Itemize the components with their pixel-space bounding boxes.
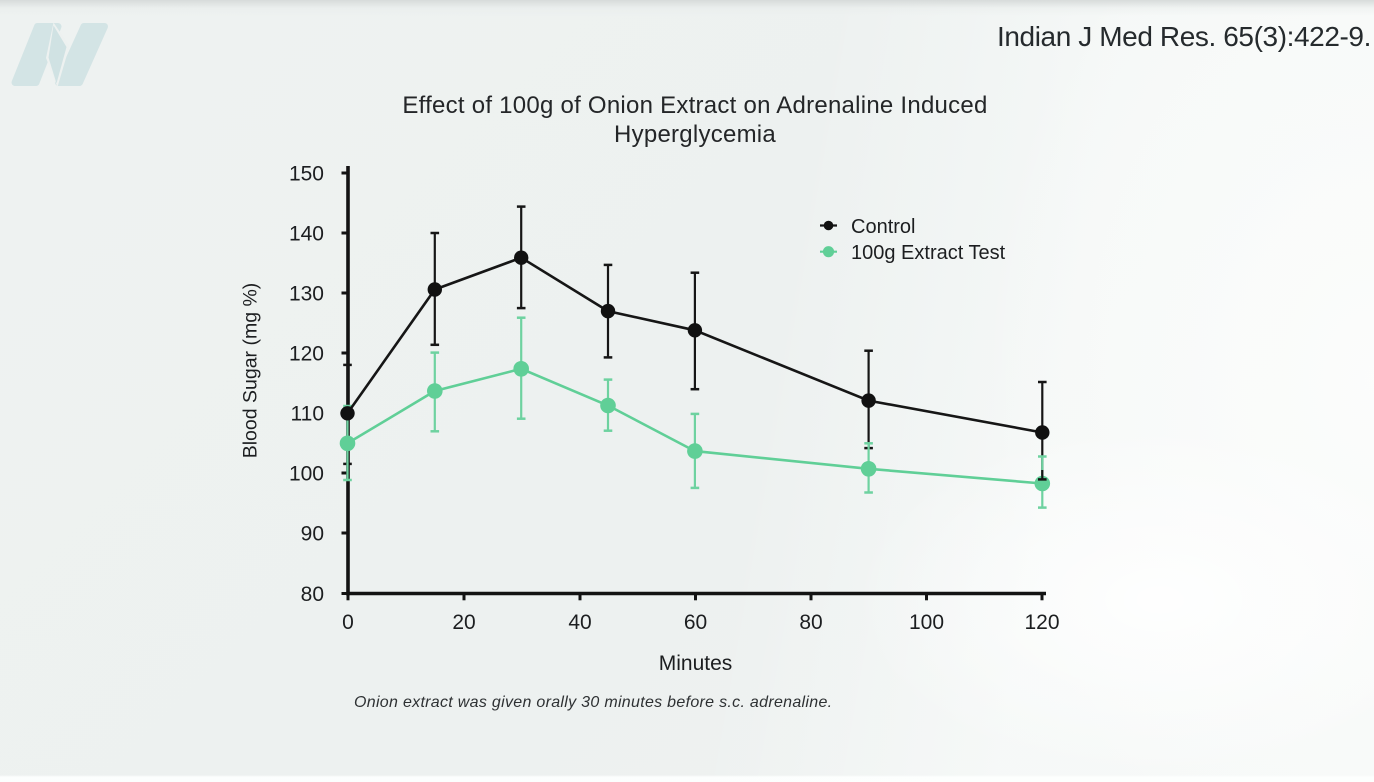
svg-text:80: 80 [799, 611, 822, 634]
svg-text:110: 110 [291, 403, 324, 426]
svg-text:Control: Control [851, 216, 915, 238]
svg-text:150: 150 [289, 163, 324, 186]
svg-text:130: 130 [289, 283, 324, 306]
svg-text:Blood Sugar (mg %): Blood Sugar (mg %) [240, 283, 262, 459]
svg-text:100: 100 [289, 463, 324, 486]
svg-text:20: 20 [452, 611, 475, 634]
svg-text:120: 120 [289, 343, 324, 366]
svg-text:80: 80 [301, 583, 324, 606]
svg-text:90: 90 [301, 523, 324, 546]
svg-text:40: 40 [568, 611, 591, 634]
svg-text:140: 140 [289, 223, 324, 246]
svg-text:100: 100 [909, 611, 944, 634]
svg-text:120: 120 [1024, 611, 1059, 634]
svg-text:60: 60 [684, 611, 707, 634]
svg-text:0: 0 [342, 611, 354, 634]
svg-text:100g Extract Test: 100g Extract Test [851, 242, 1006, 264]
svg-text:Minutes: Minutes [659, 652, 733, 675]
